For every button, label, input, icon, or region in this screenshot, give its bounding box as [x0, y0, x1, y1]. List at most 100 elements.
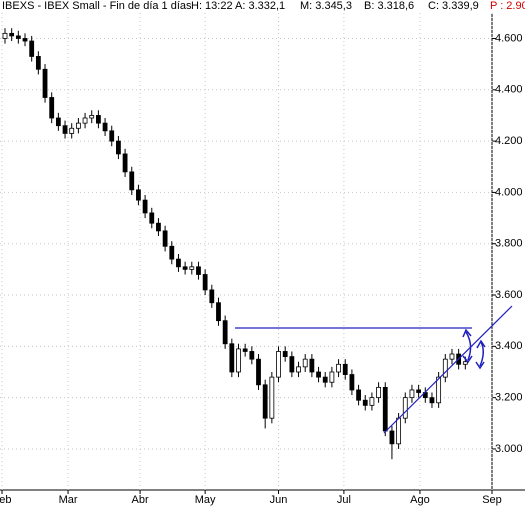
x-tick-label: Jul: [337, 494, 351, 506]
candle-body: [316, 371, 321, 378]
candle-body: [116, 140, 121, 155]
arrow: [462, 328, 473, 364]
candle-body: [102, 122, 108, 132]
candle-body: [136, 189, 141, 201]
candle-body: [35, 56, 41, 70]
candle-body: [329, 371, 335, 383]
candle-body: [75, 122, 81, 129]
candle-body: [216, 302, 221, 322]
y-tick-label: 3.800: [495, 238, 523, 250]
candle-body: [15, 35, 21, 39]
candle-body: [262, 384, 268, 419]
candle-body: [42, 68, 48, 98]
candle-body: [282, 351, 288, 357]
x-tick-label: Ago: [410, 494, 430, 506]
candle-body: [429, 397, 435, 404]
candle-body: [462, 361, 468, 365]
candle-body: [229, 343, 235, 373]
candle-body: [436, 376, 442, 404]
arrow: [475, 339, 486, 370]
x-tick-label: Feb: [0, 494, 11, 506]
candle-body: [242, 348, 248, 352]
candle-body: [29, 40, 35, 57]
candle-body: [276, 351, 281, 378]
y-tick-label: 4.400: [495, 84, 523, 96]
candle-body: [9, 32, 15, 37]
candle-body: [96, 115, 101, 124]
candle-body: [22, 38, 28, 42]
candle-body: [349, 374, 355, 391]
candle-body: [336, 363, 341, 373]
candle-body: [249, 351, 255, 360]
candle-body: [322, 376, 328, 383]
candle-body: [189, 266, 195, 270]
candle-body: [2, 32, 8, 39]
candle-body: [182, 266, 188, 270]
candle-body: [169, 245, 175, 260]
header-bg: [0, 0, 525, 13]
y-tick-label: 4.000: [495, 186, 523, 198]
header-change: P : 2.90: [490, 0, 525, 12]
y-tick-label: 3.600: [495, 289, 523, 301]
candle-body: [256, 358, 261, 386]
y-tick-label: 4.200: [495, 135, 523, 147]
candle-body: [449, 353, 455, 360]
candle-body: [376, 386, 381, 399]
support-line: [383, 305, 513, 434]
y-tick-label: 3.400: [495, 340, 523, 352]
candle-body: [176, 258, 181, 268]
candle-body: [196, 266, 201, 275]
header-high: M: 3.345,3: [300, 0, 352, 12]
candle-body: [382, 386, 388, 432]
plot: 3.000 3.200 3.400 3.600 3.800 4.000 4.200 4.400…: [0, 13, 523, 506]
header-close: C: 3.339,9: [428, 0, 479, 12]
candle-body: [309, 358, 315, 373]
candle-body: [109, 130, 115, 142]
candle-body: [389, 430, 395, 445]
candle-body: [156, 222, 161, 232]
candle-body: [89, 115, 95, 119]
candle-body: [342, 363, 348, 375]
x-tick-label: Mar: [59, 494, 78, 506]
candle-body: [202, 274, 208, 291]
candle-body: [409, 389, 415, 399]
candle-body: [209, 289, 215, 304]
candle-body: [269, 376, 275, 419]
candle-body: [129, 171, 135, 191]
candle-body: [402, 397, 408, 419]
x-tick-label: May: [195, 494, 216, 506]
candle-body: [49, 97, 55, 119]
y-tick-label: 3.000: [495, 443, 523, 455]
candle-body: [149, 212, 155, 224]
header-open: A: 3.332,1: [235, 0, 285, 12]
candle-body: [55, 117, 61, 127]
candle-body: [142, 199, 148, 214]
header-low: B: 3.318,6: [364, 0, 414, 12]
y-tick-label: 3.200: [495, 392, 523, 404]
candle-body: [222, 320, 228, 345]
candle-body: [362, 399, 368, 406]
candle-body: [369, 397, 375, 406]
candle-body: [82, 117, 88, 124]
candle-body: [62, 125, 68, 134]
x-tick-label: Jun: [270, 494, 288, 506]
candle-body: [289, 356, 295, 373]
candle-body: [122, 153, 128, 173]
candle-body: [162, 230, 168, 247]
candle-body: [416, 389, 422, 393]
candle-body: [442, 358, 448, 378]
candle-body: [356, 389, 361, 401]
x-tick-label: Abr: [132, 494, 149, 506]
header-title: IBEXS - IBEX Small - Fin de día 1 días: [2, 0, 192, 12]
candle-body: [396, 417, 402, 445]
header-hour: H: 13:22: [191, 0, 233, 12]
candle-body: [236, 348, 241, 373]
y-tick-label: 4.600: [495, 32, 523, 44]
candle-body: [302, 358, 308, 368]
candle-body: [69, 127, 75, 134]
x-tick-label: Sep: [482, 494, 502, 506]
candle-body: [296, 366, 301, 373]
